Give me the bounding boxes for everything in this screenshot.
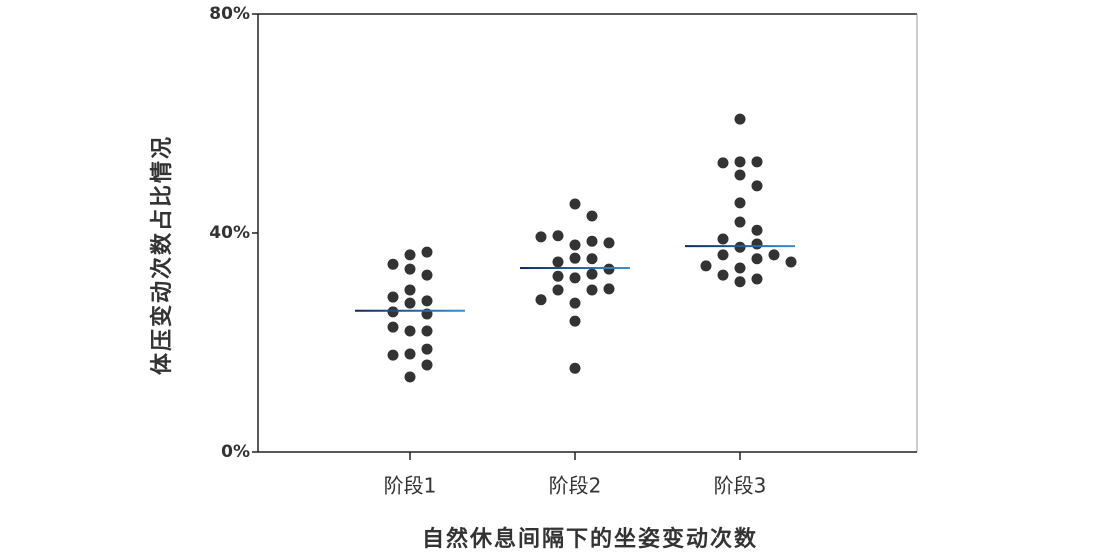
mean-line <box>520 267 630 270</box>
data-point <box>404 249 416 261</box>
data-point <box>552 256 564 268</box>
data-point <box>569 198 581 210</box>
data-point <box>751 180 763 192</box>
data-point <box>751 156 763 168</box>
data-point <box>404 325 416 337</box>
data-point <box>569 297 581 309</box>
data-point <box>387 306 399 318</box>
data-point <box>751 253 763 265</box>
data-point <box>569 272 581 284</box>
y-tick-label: 80% <box>209 4 250 24</box>
y-axis-label: 体压变动次数占比情况 <box>149 135 175 375</box>
data-point <box>717 157 729 169</box>
data-point <box>586 210 598 222</box>
data-point <box>387 291 399 303</box>
mean-line <box>685 245 795 248</box>
data-point <box>404 284 416 296</box>
x-tick-label: 阶段1 <box>384 474 437 498</box>
data-point <box>751 224 763 236</box>
data-point <box>421 325 433 337</box>
data-point <box>700 260 712 272</box>
data-point <box>421 246 433 258</box>
data-point <box>569 315 581 327</box>
data-point <box>586 235 598 247</box>
data-point <box>535 231 547 243</box>
data-point <box>421 343 433 355</box>
data-point <box>751 238 763 250</box>
x-axis-label: 自然休息间隔下的坐姿变动次数 <box>422 526 758 552</box>
data-point <box>586 268 598 280</box>
data-point <box>586 284 598 296</box>
data-point <box>569 239 581 251</box>
data-point <box>552 230 564 242</box>
data-point <box>734 276 746 288</box>
data-point <box>734 156 746 168</box>
data-point <box>717 233 729 245</box>
mean-line <box>355 309 465 312</box>
data-point <box>404 371 416 383</box>
data-point <box>734 197 746 209</box>
data-point <box>785 256 797 268</box>
data-point <box>535 294 547 306</box>
data-point <box>603 237 615 249</box>
y-tick-label: 0% <box>221 442 250 462</box>
data-point <box>586 253 598 265</box>
data-point <box>569 252 581 264</box>
data-point <box>387 349 399 361</box>
data-point <box>421 269 433 281</box>
data-point <box>734 216 746 228</box>
data-point <box>387 258 399 270</box>
data-point <box>387 321 399 333</box>
data-point <box>734 241 746 253</box>
data-point <box>734 113 746 125</box>
y-tick-label: 40% <box>209 223 250 243</box>
data-point <box>603 283 615 295</box>
data-point <box>421 295 433 307</box>
data-point <box>404 263 416 275</box>
data-point <box>717 249 729 261</box>
data-point <box>734 262 746 274</box>
x-tick-label: 阶段3 <box>714 474 767 498</box>
data-point <box>552 284 564 296</box>
data-point <box>603 263 615 275</box>
data-point <box>751 273 763 285</box>
data-point <box>404 348 416 360</box>
data-point <box>552 270 564 282</box>
data-point <box>421 359 433 371</box>
data-point <box>734 169 746 181</box>
data-point <box>569 362 581 374</box>
data-point <box>768 249 780 261</box>
data-point <box>717 269 729 281</box>
data-point <box>404 297 416 309</box>
x-tick-label: 阶段2 <box>549 474 602 498</box>
